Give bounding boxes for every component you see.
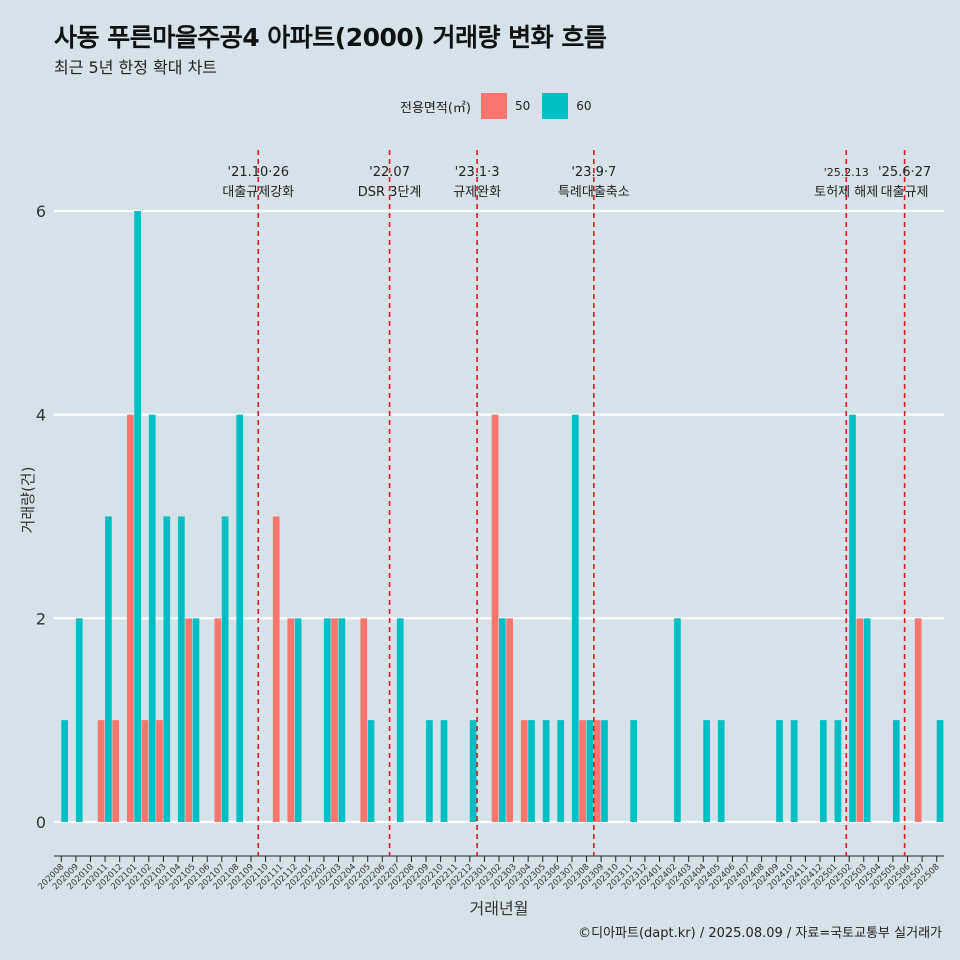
bar-60-202404 [703, 720, 710, 822]
legend-label-50: 50 [514, 99, 531, 113]
legend-key-50 [480, 93, 507, 119]
bar-50-202304 [520, 720, 528, 822]
event-label: 토허제 해제 [814, 185, 878, 200]
chart-title: 사동 푸른마을주공4 아파트(2000) 거래량 변화 흐름 [54, 23, 607, 52]
event-label: 규제완화 [453, 185, 501, 200]
bar-60-202112 [294, 618, 302, 822]
event-date: '23.1·3 [455, 165, 500, 180]
bar-60-202011 [105, 516, 112, 822]
bar-60-202410 [790, 720, 798, 822]
bar-60-202502 [849, 414, 856, 822]
bar-60-202308 [586, 720, 594, 822]
bar-60-202508 [936, 720, 944, 822]
event-date: '25.2.13 [824, 166, 869, 179]
y-tick-label: 0 [36, 813, 46, 832]
event-date: '21.10·26 [228, 165, 289, 180]
bar-50-202111 [272, 516, 280, 822]
bar-50-202203 [331, 618, 338, 822]
source-caption: ©디아파트(dapt.kr) / 2025.08.09 / 자료=국토교통부 실… [578, 926, 942, 941]
bar-60-202306 [557, 720, 565, 822]
chart-subtitle: 최근 5년 한정 확대 차트 [54, 58, 218, 77]
bar-60-202009 [75, 618, 83, 822]
bar-50-202012 [112, 720, 120, 822]
bar-50-202503 [856, 618, 864, 822]
bar-50-202107 [214, 618, 222, 822]
event-date: '22.07 [369, 165, 410, 180]
bar-60-202008 [61, 720, 68, 822]
event-label: 대출규제강화 [222, 185, 294, 200]
bar-50-202308 [579, 720, 586, 822]
bar-60-202210 [440, 720, 448, 822]
bar-50-202112 [287, 618, 295, 822]
bar-50-202302 [491, 414, 499, 822]
y-tick-label: 4 [36, 406, 46, 425]
event-label: DSR 3단계 [358, 185, 422, 200]
bar-50-202309 [593, 720, 601, 822]
event-label: 특례대출축소 [558, 185, 630, 200]
bar-60-202205 [367, 720, 375, 822]
bar-60-202104 [178, 516, 185, 822]
bar-60-202105 [192, 618, 200, 822]
legend: 전용면적(㎡) 50 60 [400, 93, 604, 119]
bar-50-202102 [141, 720, 149, 822]
bar-60-202212 [469, 720, 477, 822]
bar-60-202209 [426, 720, 433, 822]
legend-label-60: 60 [576, 99, 592, 113]
bar-50-202101 [126, 414, 134, 822]
event-label: 대출규제 [881, 185, 929, 200]
bar-60-202409 [776, 720, 783, 822]
bar-60-202311 [630, 720, 638, 822]
x-axis-title: 거래년월 [470, 899, 529, 918]
y-axis-title: 거래량(건) [19, 467, 37, 534]
bar-60-202501 [834, 720, 842, 822]
event-date: '25.6·27 [878, 165, 931, 180]
bar-60-202505 [892, 720, 900, 822]
y-tick-label: 6 [36, 202, 46, 221]
event-date: '23.9·7 [571, 165, 616, 180]
bar-60-202107 [221, 516, 229, 822]
y-tick-label: 2 [36, 609, 46, 628]
bar-60-202405 [717, 720, 725, 822]
bar-60-202309 [601, 720, 608, 822]
legend-title: 전용면적(㎡) [400, 100, 471, 116]
bar-50-202103 [156, 720, 163, 822]
bar-60-202203 [338, 618, 346, 822]
legend-key-60 [542, 93, 569, 119]
bar-60-202503 [863, 618, 871, 822]
bar-60-202307 [571, 414, 579, 822]
bar-50-202205 [360, 618, 368, 822]
bar-50-202303 [506, 618, 513, 822]
bar-60-202302 [499, 618, 506, 822]
bar-60-202402 [674, 618, 681, 822]
bar-60-202207 [396, 618, 404, 822]
bar-60-202305 [542, 720, 550, 822]
bar-60-202202 [323, 618, 331, 822]
bar-50-202105 [185, 618, 193, 822]
bar-60-202304 [528, 720, 535, 822]
bar-60-202101 [134, 211, 141, 822]
bar-60-202108 [236, 414, 244, 822]
bar-60-202103 [163, 516, 171, 822]
bar-50-202011 [97, 720, 105, 822]
bar-60-202412 [819, 720, 827, 822]
bar-60-202102 [148, 414, 156, 822]
bar-50-202507 [914, 618, 922, 822]
